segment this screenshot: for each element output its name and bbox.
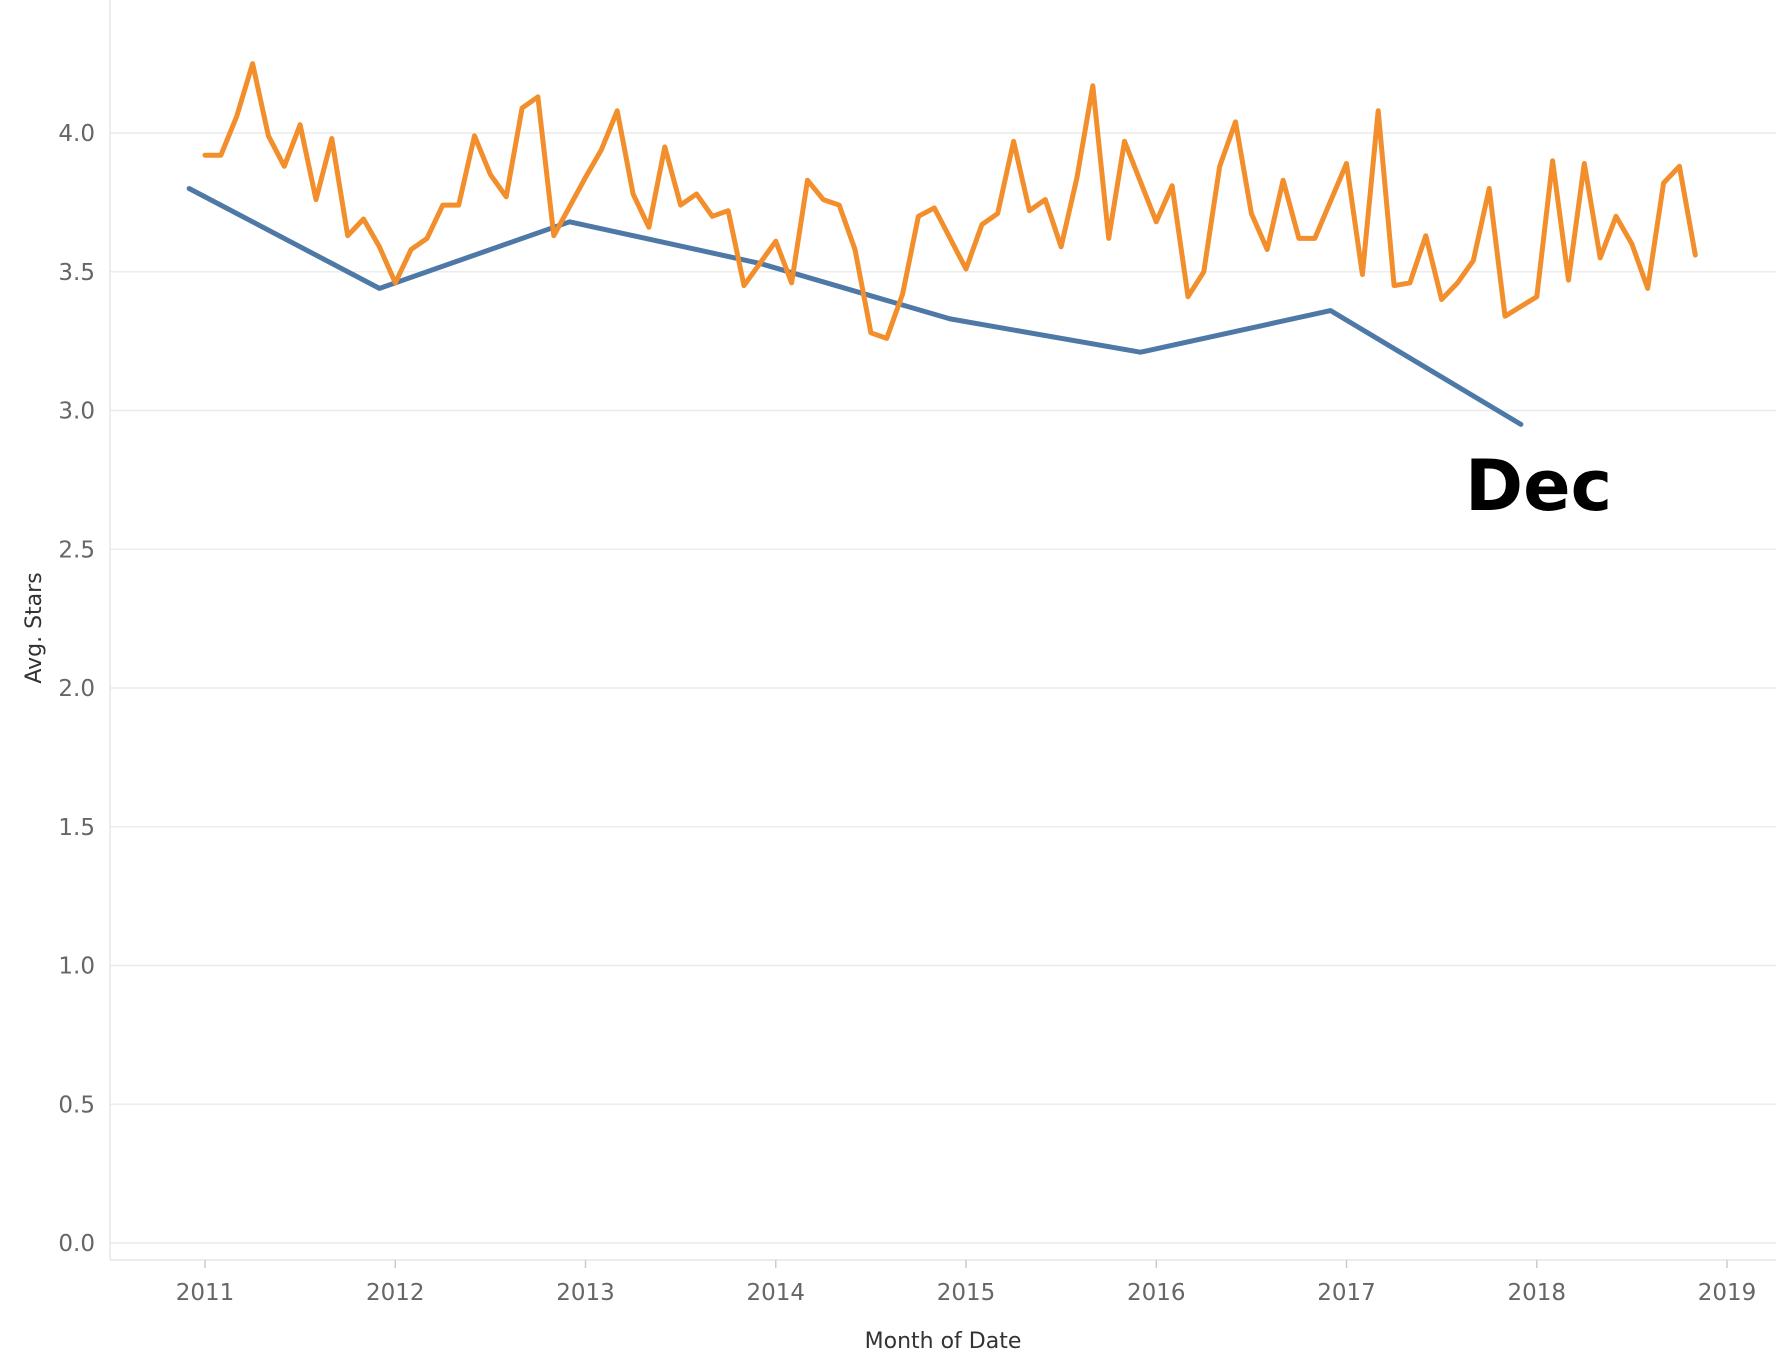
x-tick-label: 2016 [1127, 1280, 1186, 1306]
y-tick-label: 1.5 [58, 815, 95, 841]
x-tick-label: 2012 [366, 1280, 425, 1306]
y-tick-labels: 0.0 0.5 1.0 1.5 2.0 2.5 3.0 3.5 4.0 [58, 121, 95, 1257]
series-lines [186, 61, 1698, 427]
y-tick-label: 0.0 [58, 1231, 95, 1257]
y-tick-label: 1.0 [58, 954, 95, 980]
series-line-december [186, 186, 1524, 427]
x-tick-label: 2014 [746, 1280, 805, 1306]
x-tick-labels: 2011 2012 2013 2014 2015 2016 2017 2018 2019 [176, 1260, 1757, 1306]
y-tick-label: 3.0 [58, 399, 95, 425]
x-tick-label: 2015 [937, 1280, 996, 1306]
x-axis-title: Month of Date [865, 1329, 1022, 1354]
x-tick-label: 2011 [176, 1280, 235, 1306]
x-tick-label: 2019 [1698, 1280, 1757, 1306]
series-line-monthly [202, 61, 1698, 341]
dec-annotation: Dec [1465, 445, 1612, 527]
y-tick-label: 2.0 [58, 676, 95, 702]
x-tick-label: 2013 [556, 1280, 615, 1306]
y-tick-label: 3.5 [58, 260, 95, 286]
x-tick-label: 2018 [1507, 1280, 1566, 1306]
y-tick-label: 2.5 [58, 537, 95, 563]
gridlines [110, 132, 1776, 1244]
x-tick-label: 2017 [1317, 1280, 1376, 1306]
y-axis-title: Avg. Stars [22, 572, 47, 683]
y-tick-label: 0.5 [58, 1092, 95, 1118]
y-tick-label: 4.0 [58, 121, 95, 147]
